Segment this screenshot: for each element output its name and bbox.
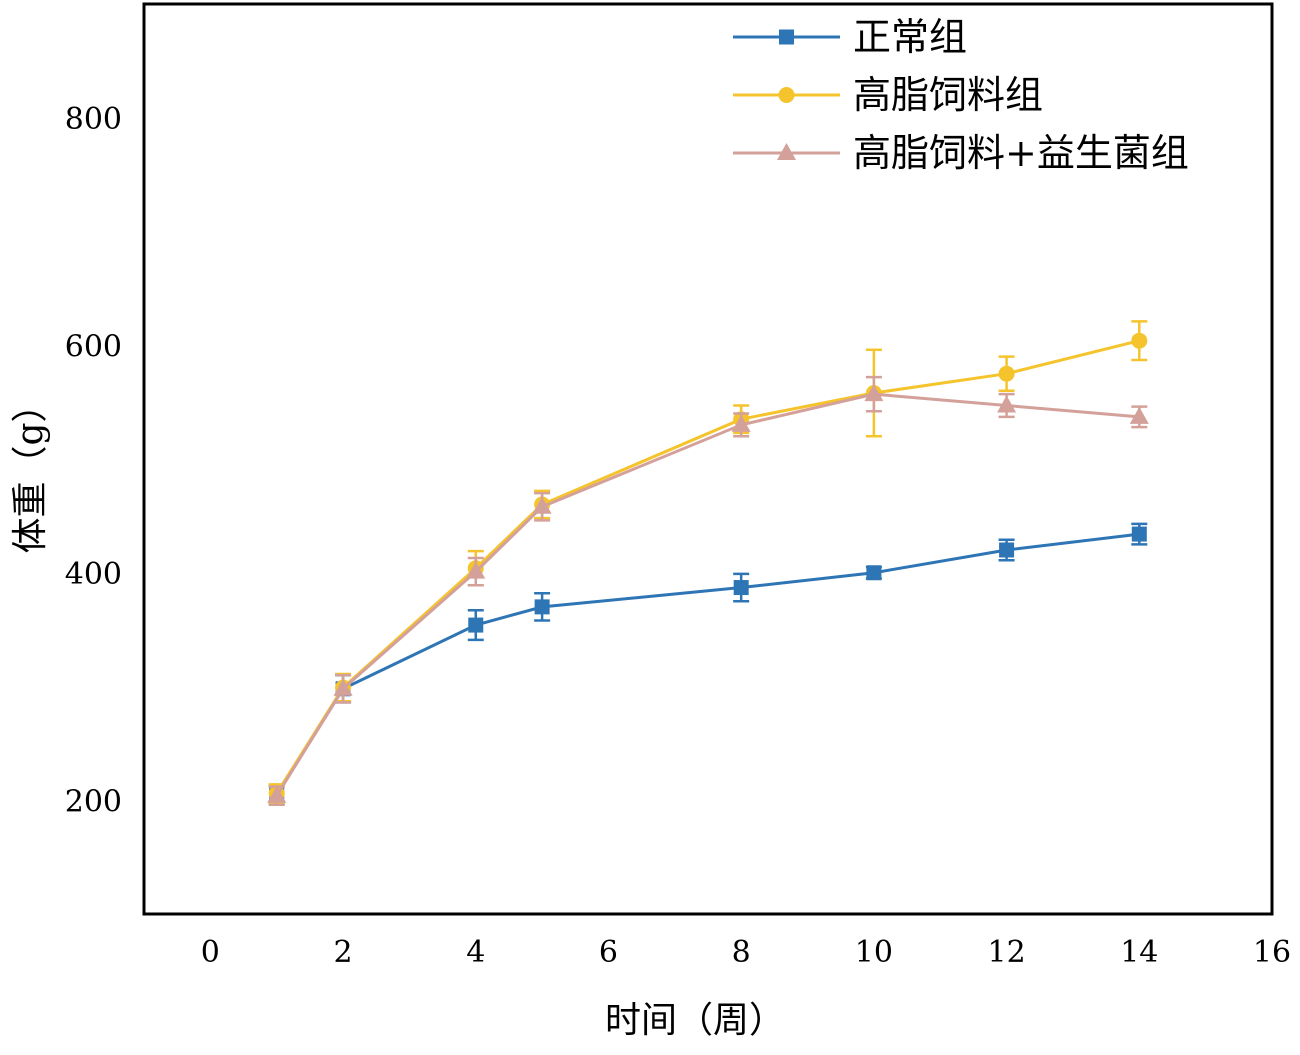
y-axis-label: 体重（g） [10,386,51,553]
x-tick-labels: 0 2 4 6 8 10 12 14 16 [201,935,1291,970]
x-tick-label: 14 [1120,935,1158,970]
data-point [997,395,1017,413]
x-tick-label: 6 [599,935,618,970]
legend-item: 高脂饲料+益生菌组 [733,131,1189,175]
legend-item: 正常组 [733,15,967,59]
y-tick-labels: 200 400 600 800 [65,102,122,820]
legend-label: 正常组 [853,15,967,59]
x-tick-label: 8 [732,935,751,970]
legend-label: 高脂饲料组 [853,73,1043,117]
x-tick-label: 0 [201,935,220,970]
data-point [534,599,550,615]
x-tick-label: 12 [987,935,1025,970]
legend-item: 高脂饲料组 [733,73,1043,117]
plot-frame [142,2,1274,916]
series-3 [267,375,1149,807]
series-line [275,532,1140,796]
x-tick-label: 16 [1253,935,1291,970]
x-axis-label: 时间（周） [605,1000,785,1041]
legend-marker [778,87,795,103]
data-point [999,542,1015,558]
data-point [1129,406,1149,424]
data-point [733,580,749,596]
series-2 [268,320,1148,804]
series-1 [268,522,1148,805]
y-tick-label: 800 [65,102,122,137]
x-tick-label: 10 [855,935,893,970]
x-tick-label: 2 [334,935,353,970]
data-point [333,678,353,696]
data-point [731,414,751,432]
y-tick-label: 200 [65,784,122,819]
y-tick-label: 600 [65,329,122,364]
data-point [998,365,1015,382]
data-point [468,617,484,633]
data-point [1131,526,1147,542]
data-point [864,384,884,402]
y-tick-label: 400 [65,557,122,592]
data-point [532,496,552,514]
legend-marker [777,143,796,160]
legend-label: 高脂饲料+益生菌组 [853,131,1189,175]
series-layer [267,320,1149,807]
data-point [466,561,486,579]
data-point [1131,332,1148,349]
data-point [866,565,882,581]
series-line [275,392,1140,797]
x-tick-label: 4 [466,935,485,970]
legend-marker [779,29,794,45]
data-point [267,785,287,803]
